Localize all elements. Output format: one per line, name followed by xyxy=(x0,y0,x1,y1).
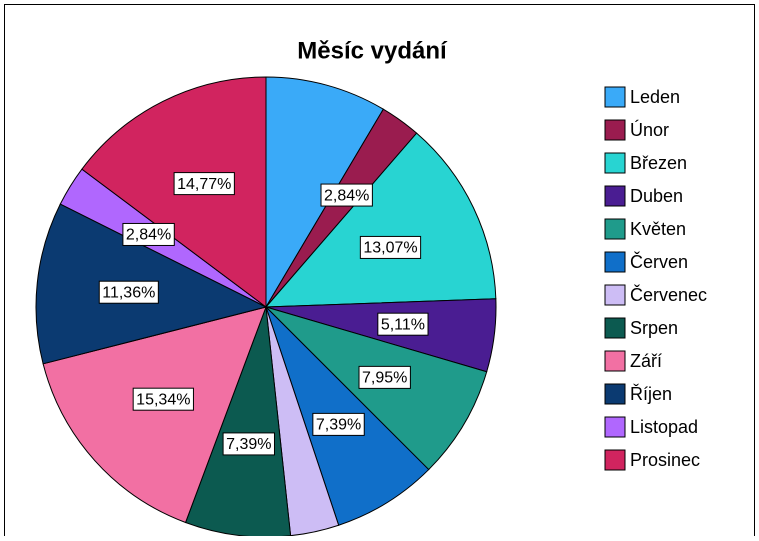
data-label: 7,39% xyxy=(222,432,275,456)
legend-swatch xyxy=(604,449,626,471)
data-label-text: 5,11% xyxy=(381,316,425,333)
legend-swatch xyxy=(604,350,626,372)
legend-label: Březen xyxy=(630,153,687,173)
legend-label: Září xyxy=(630,351,662,371)
legend-swatch xyxy=(604,119,626,141)
legend-label: Květen xyxy=(630,219,686,239)
data-label: 2,84% xyxy=(122,222,175,246)
data-label-box xyxy=(377,312,429,336)
data-label: 7,39% xyxy=(312,412,365,436)
data-label-text: 11,36% xyxy=(102,284,155,301)
data-label-box xyxy=(358,365,411,389)
data-label-text: 7,95% xyxy=(362,370,407,387)
legend-swatch xyxy=(604,251,626,273)
legend-swatch xyxy=(604,383,626,405)
data-label-box xyxy=(132,387,194,411)
pie-slice xyxy=(42,306,267,524)
legend-swatch xyxy=(604,416,626,438)
legend-label: Únor xyxy=(630,119,669,140)
data-label-text: 14,77% xyxy=(177,176,231,193)
legend-label: Prosinec xyxy=(630,450,700,470)
pie-slice xyxy=(264,132,497,308)
data-label-box xyxy=(98,280,159,304)
legend-swatch xyxy=(604,152,626,174)
legend-label: Červen xyxy=(630,251,688,272)
data-label: 13,07% xyxy=(359,235,422,259)
data-label-text: 7,39% xyxy=(226,436,271,453)
legend-label: Červenec xyxy=(630,284,707,305)
data-label-box xyxy=(359,235,422,259)
data-label: 5,11% xyxy=(377,312,429,336)
data-label: 15,34% xyxy=(132,387,194,411)
data-label-text: 2,84% xyxy=(324,187,369,204)
legend-swatch xyxy=(604,218,626,240)
data-label-box xyxy=(173,172,235,196)
legend-swatch xyxy=(604,86,626,108)
legend-label: Leden xyxy=(630,87,680,107)
data-label-box xyxy=(312,412,365,436)
legend-label: Listopad xyxy=(630,417,698,437)
data-label-text: 7,39% xyxy=(316,417,361,434)
data-label-text: 2,84% xyxy=(126,227,171,244)
data-label: 14,77% xyxy=(173,172,235,196)
data-label-box xyxy=(222,432,275,456)
data-label-box xyxy=(320,183,373,207)
data-label-text: 13,07% xyxy=(363,240,417,257)
data-label-box xyxy=(122,222,175,246)
data-label: 7,95% xyxy=(358,365,411,389)
legend-label: Říjen xyxy=(630,384,672,404)
data-label: 2,84% xyxy=(320,183,373,207)
legend-swatch xyxy=(604,185,626,207)
legend-swatch xyxy=(604,284,626,306)
legend-label: Duben xyxy=(630,186,683,206)
legend-swatch xyxy=(604,317,626,339)
legend-label: Srpen xyxy=(630,318,678,338)
data-label: 11,36% xyxy=(98,280,159,304)
chart-title: Měsíc vydání xyxy=(297,37,448,64)
data-label-text: 15,34% xyxy=(136,391,190,408)
